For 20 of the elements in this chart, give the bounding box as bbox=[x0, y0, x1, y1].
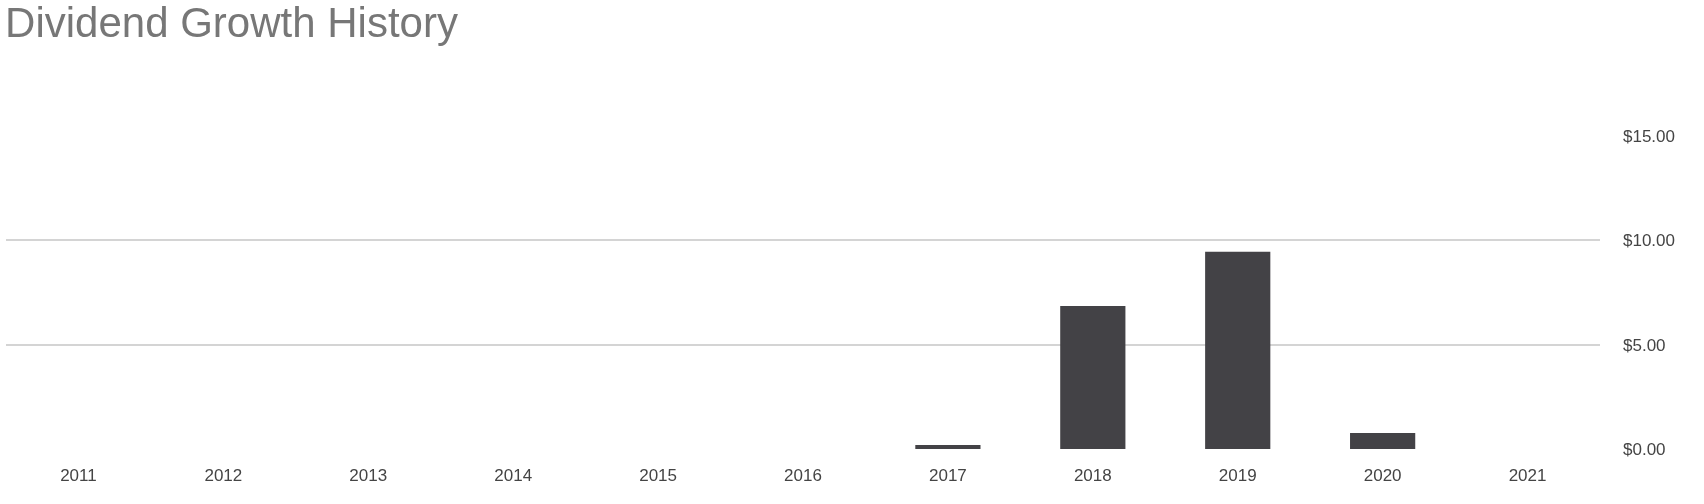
x-tick-label: 2018 bbox=[1073, 466, 1112, 485]
x-tick-label: 2011 bbox=[60, 466, 97, 485]
y-tick-label: $10.00 bbox=[1623, 231, 1675, 251]
x-tick-label: 2017 bbox=[929, 466, 967, 485]
x-tick-label: 2015 bbox=[639, 466, 677, 485]
y-tick-label: $15.00 bbox=[1623, 126, 1675, 146]
x-tick-label: 2021 bbox=[1508, 466, 1547, 485]
chart-title: Dividend Growth History bbox=[5, 0, 458, 46]
x-tick-label: 2012 bbox=[204, 466, 243, 485]
x-tick-label: 2014 bbox=[494, 466, 533, 485]
bar bbox=[1060, 306, 1126, 449]
bar bbox=[1350, 432, 1416, 449]
y-tick-label: $5.00 bbox=[1623, 335, 1666, 355]
x-tick-label: 2013 bbox=[349, 466, 388, 485]
bar bbox=[1205, 251, 1271, 449]
x-tick-label: 2019 bbox=[1218, 466, 1257, 485]
x-tick-label: 2020 bbox=[1363, 466, 1402, 485]
y-tick-label: $0.00 bbox=[1623, 439, 1666, 459]
bar bbox=[915, 445, 981, 449]
x-tick-label: 2016 bbox=[784, 466, 822, 485]
